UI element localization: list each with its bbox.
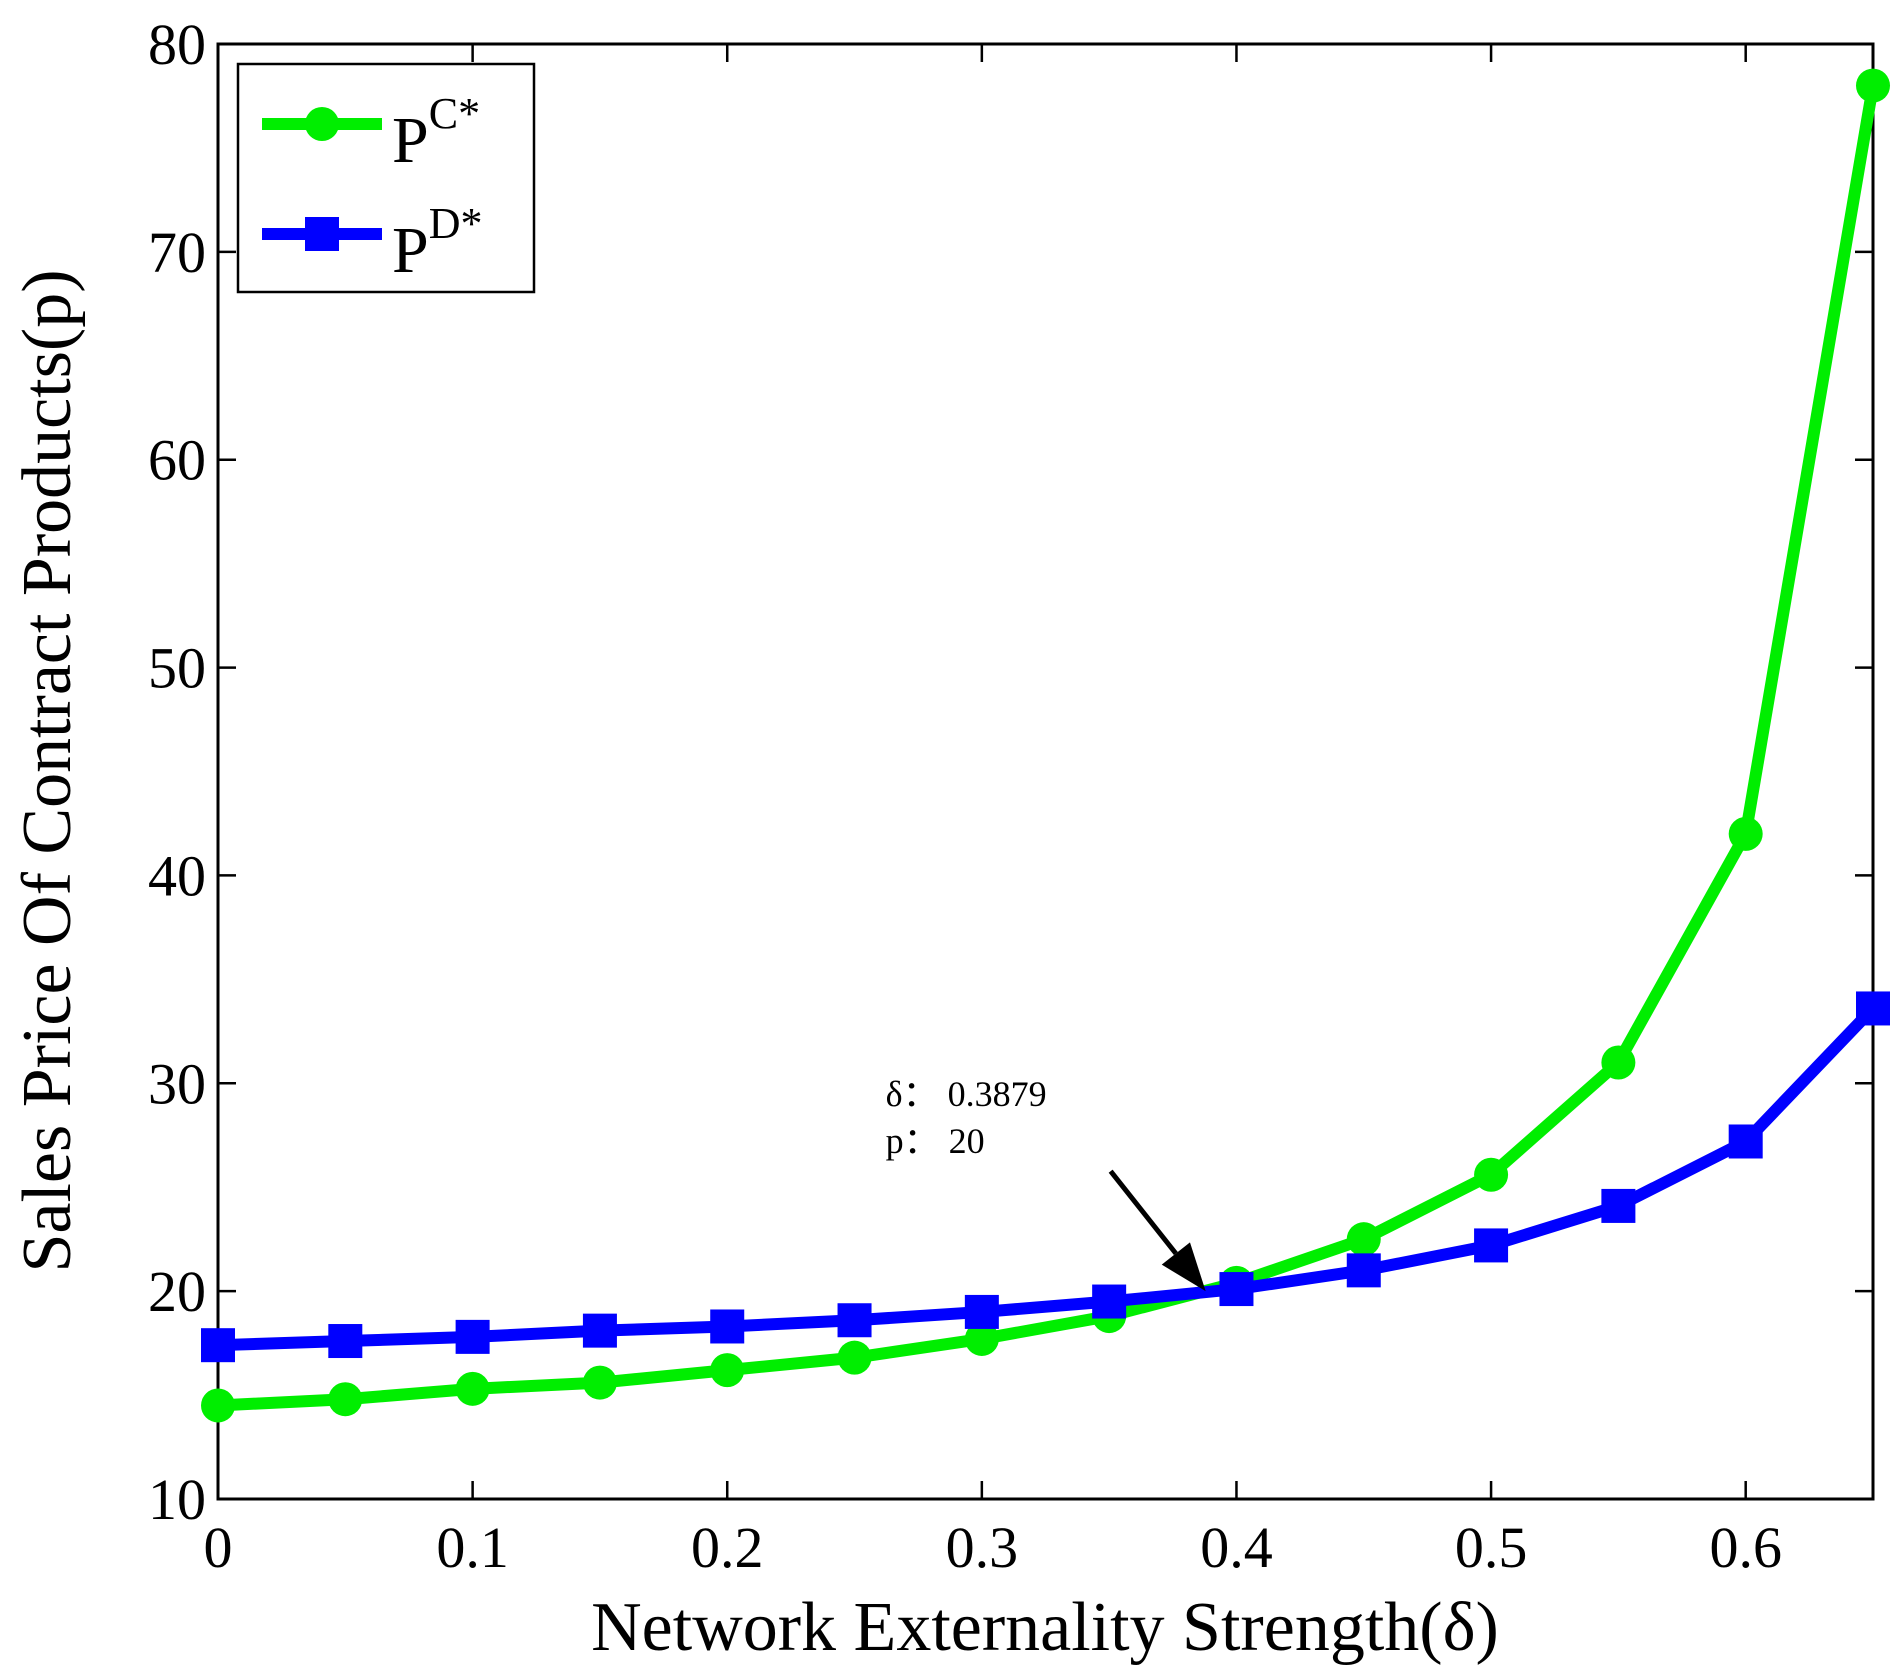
- axis-ticks: [216, 42, 1873, 1501]
- y-tick-label: 10: [148, 1467, 206, 1532]
- y-tick-label: 20: [148, 1259, 206, 1324]
- legend-marker-pd: [305, 217, 339, 251]
- series-D-group: [201, 991, 1890, 1363]
- data-point: [964, 1321, 999, 1356]
- legend: PC* PD*: [236, 62, 536, 294]
- data-point: [1601, 1188, 1636, 1223]
- annotation: δ： 0.3879 p： 20: [886, 1074, 1206, 1292]
- data-point: [1856, 991, 1890, 1026]
- data-point: [455, 1371, 490, 1406]
- y-tick-label: 60: [148, 428, 206, 493]
- data-point: [201, 1328, 235, 1363]
- y-axis-title: Sales Price Of Contract Products(p): [9, 269, 86, 1272]
- data-point: [1728, 816, 1763, 851]
- data-point: [582, 1365, 617, 1400]
- y-tick-label: 40: [148, 843, 206, 908]
- y-tick-label: 30: [148, 1051, 206, 1116]
- data-point: [1601, 1045, 1636, 1080]
- series-line: [217, 84, 1879, 1412]
- data-point: [1346, 1222, 1381, 1257]
- legend-label-pc-base: P: [392, 104, 429, 177]
- annotation-p-text: p： 20: [886, 1121, 985, 1161]
- x-tick-label: 0.6: [1709, 1515, 1782, 1580]
- data-point: [1474, 1157, 1509, 1192]
- legend-label-pc: PC*: [392, 89, 480, 177]
- data-point: [201, 1388, 235, 1423]
- y-tick-labels: 10 20 30 40 50 60 70 80: [148, 12, 206, 1532]
- x-tick-label: 0.4: [1200, 1515, 1273, 1580]
- data-point: [455, 1319, 490, 1354]
- x-tick-label: 0.2: [691, 1515, 764, 1580]
- data-point: [328, 1324, 363, 1359]
- data-point: [1346, 1253, 1381, 1288]
- x-tick-label: 0.1: [436, 1515, 509, 1580]
- y-tick-label: 50: [148, 636, 206, 701]
- x-tick-labels: 0 0.1 0.2 0.3 0.4 0.5 0.6: [204, 1515, 1782, 1580]
- y-tick-label: 70: [148, 220, 206, 285]
- data-point: [1092, 1284, 1127, 1319]
- data-point: [837, 1303, 872, 1338]
- x-axis-title: Network Externality Strength(δ): [591, 1589, 1499, 1666]
- x-tick-label: 0.5: [1455, 1515, 1528, 1580]
- data-point: [1219, 1272, 1254, 1307]
- annotation-arrow: [1108, 1169, 1178, 1256]
- y-tick-label: 80: [148, 12, 206, 77]
- data-point: [964, 1294, 999, 1329]
- legend-box: [236, 62, 536, 294]
- legend-label-pd-base: P: [392, 214, 429, 287]
- series-line: [217, 1004, 1878, 1352]
- data-point: [1856, 68, 1890, 103]
- annotation-arrowhead: [1161, 1242, 1206, 1292]
- data-point: [1474, 1228, 1509, 1263]
- legend-marker-pc: [305, 107, 339, 141]
- data-point: [837, 1340, 872, 1375]
- data-point: [1728, 1124, 1763, 1159]
- legend-label-pc-sup: C*: [429, 89, 480, 138]
- legend-label-pd: PD*: [392, 199, 483, 287]
- series-layer: [201, 68, 1890, 1423]
- data-point: [710, 1353, 745, 1388]
- series-C-group: [201, 68, 1890, 1423]
- annotation-delta-text: δ： 0.3879: [886, 1074, 1047, 1114]
- data-point: [582, 1313, 617, 1348]
- data-point: [328, 1382, 363, 1417]
- data-point: [710, 1309, 745, 1344]
- legend-label-pd-sup: D*: [429, 199, 483, 248]
- x-tick-label: 0.3: [946, 1515, 1019, 1580]
- x-tick-label: 0: [204, 1515, 233, 1580]
